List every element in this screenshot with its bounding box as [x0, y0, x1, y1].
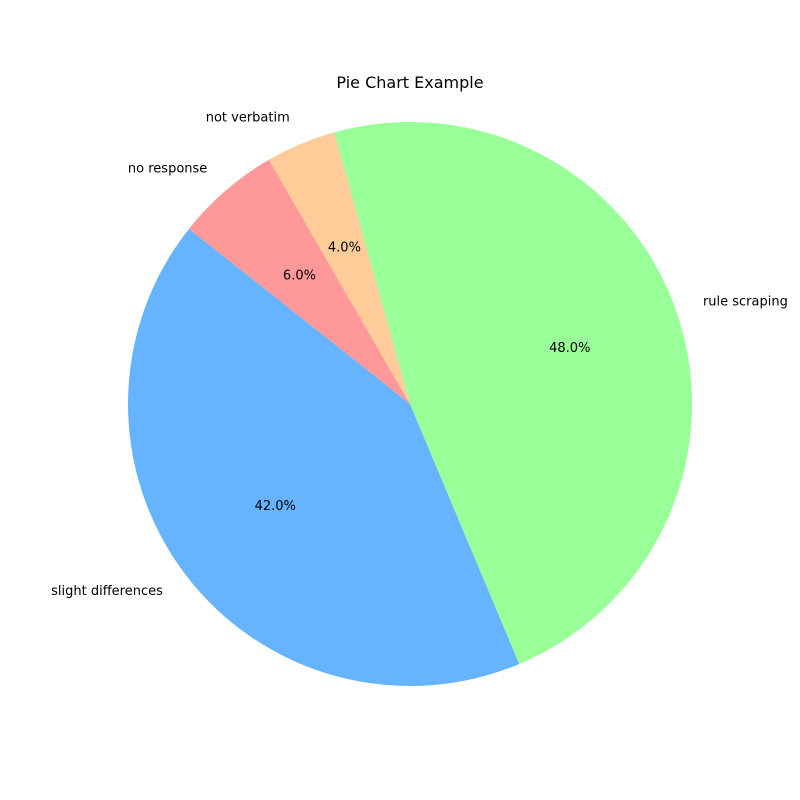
chart-title: Pie Chart Example [336, 73, 483, 92]
slice-label-no-response: no response [128, 162, 207, 177]
pie-slice-rule-scraping [334, 121, 693, 664]
pie-slice-slight-differences [128, 228, 520, 687]
slice-label-not-verbatim: not verbatim [206, 111, 290, 126]
pie-slices [128, 121, 693, 687]
pie-slice-not-verbatim [269, 132, 410, 404]
slice-label-slight-differences: slight differences [51, 584, 163, 599]
pie-slice-no-response [189, 159, 410, 404]
slice-label-rule-scraping: rule scraping [703, 294, 788, 309]
slice-pct-slight-differences: 42.0% [255, 499, 296, 514]
slice-pct-not-verbatim: 4.0% [328, 241, 361, 256]
slice-pct-rule-scraping: 48.0% [549, 341, 590, 356]
pie-labels: no response 6.0% slight differences 42.0% ru… [51, 111, 788, 600]
slice-pct-no-response: 6.0% [283, 268, 316, 283]
